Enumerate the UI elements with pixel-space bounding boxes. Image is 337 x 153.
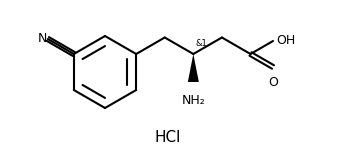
Text: O: O — [268, 76, 278, 89]
Text: OH: OH — [276, 34, 295, 47]
Text: N: N — [38, 32, 48, 45]
Text: HCl: HCl — [155, 131, 181, 146]
Text: NH₂: NH₂ — [181, 94, 205, 107]
Polygon shape — [188, 54, 199, 82]
Text: &1: &1 — [195, 39, 207, 47]
